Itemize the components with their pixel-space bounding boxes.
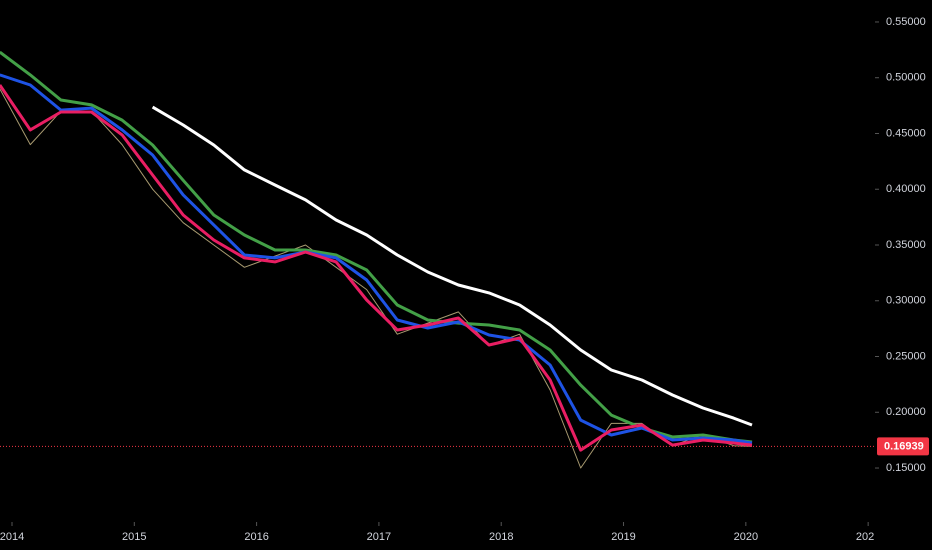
y-tick-label: 0.35000 bbox=[886, 239, 926, 251]
price-axis-panel bbox=[875, 0, 932, 550]
x-tick-label: 2019 bbox=[611, 531, 635, 543]
y-tick-label: 0.50000 bbox=[886, 72, 926, 84]
series-line bbox=[0, 73, 753, 445]
x-tick-label: 2017 bbox=[367, 531, 391, 543]
series-line bbox=[0, 84, 753, 452]
y-tick-label: 0.20000 bbox=[886, 406, 926, 418]
price-axis: 0.15000 0.20000 0.25000 0.30000 0.35000 0.400… bbox=[875, 16, 929, 474]
series-line bbox=[151, 105, 753, 427]
x-tick-label: 2016 bbox=[244, 531, 268, 543]
y-tick-label: 0.40000 bbox=[886, 183, 926, 195]
y-tick-label: 0.45000 bbox=[886, 127, 926, 139]
y-tick-label: 0.25000 bbox=[886, 350, 926, 362]
x-tick-label: 2015 bbox=[122, 531, 146, 543]
y-tick-label: 0.15000 bbox=[886, 462, 926, 474]
x-tick-label: 2020 bbox=[734, 531, 758, 543]
x-tick-label: 2018 bbox=[489, 531, 513, 543]
y-tick-label: 0.30000 bbox=[886, 295, 926, 307]
x-tick-label: 2014 bbox=[0, 531, 24, 543]
last-price-label: 0.16939 bbox=[884, 440, 924, 452]
series-line bbox=[0, 88, 753, 469]
y-tick-label: 0.55000 bbox=[886, 16, 926, 28]
plot-area: 2014 2015 2016 2017 2018 2019 2020 2021 bbox=[0, 50, 880, 543]
last-price-box bbox=[877, 437, 929, 456]
x-tick-label: 2021 bbox=[856, 531, 880, 543]
